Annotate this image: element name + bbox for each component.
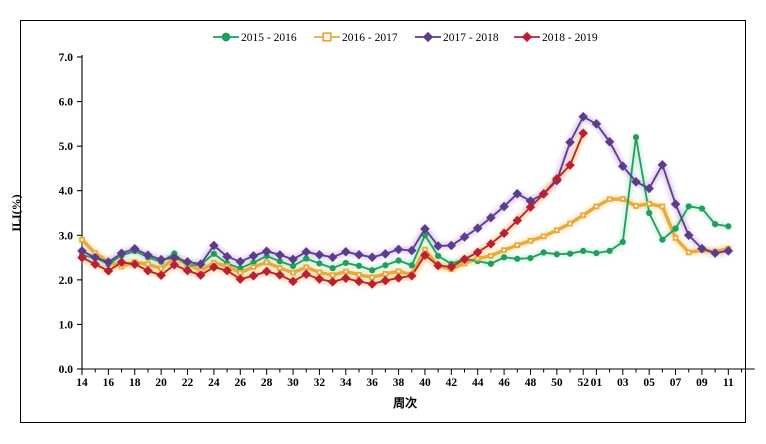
svg-text:2.0: 2.0	[59, 275, 74, 287]
svg-text:6.0: 6.0	[59, 97, 74, 109]
svg-text:18: 18	[129, 377, 141, 389]
svg-text:03: 03	[617, 377, 629, 389]
svg-text:24: 24	[208, 377, 220, 389]
svg-text:2016 - 2017: 2016 - 2017	[342, 32, 398, 44]
svg-text:34: 34	[340, 377, 352, 389]
svg-text:26: 26	[235, 377, 247, 389]
svg-text:46: 46	[498, 377, 510, 389]
svg-text:36: 36	[366, 377, 378, 389]
svg-text:20: 20	[155, 377, 167, 389]
svg-text:01: 01	[591, 377, 603, 389]
svg-text:0.0: 0.0	[59, 364, 74, 376]
svg-text:7.0: 7.0	[59, 52, 74, 64]
svg-text:4.0: 4.0	[59, 186, 74, 198]
svg-text:38: 38	[393, 377, 405, 389]
svg-text:42: 42	[446, 377, 458, 389]
svg-text:2018 - 2019: 2018 - 2019	[542, 32, 598, 44]
svg-text:ILI(%): ILI(%)	[9, 194, 23, 231]
svg-text:3.0: 3.0	[59, 230, 74, 242]
svg-text:11: 11	[723, 377, 734, 389]
svg-text:44: 44	[472, 377, 484, 389]
svg-text:05: 05	[643, 377, 655, 389]
svg-text:周次: 周次	[393, 395, 417, 410]
svg-text:28: 28	[261, 377, 273, 389]
svg-text:30: 30	[287, 377, 299, 389]
svg-text:07: 07	[670, 377, 682, 389]
svg-text:16: 16	[103, 377, 115, 389]
svg-text:52: 52	[577, 377, 589, 389]
svg-text:50: 50	[551, 377, 563, 389]
svg-text:40: 40	[419, 377, 431, 389]
svg-text:14: 14	[76, 377, 88, 389]
svg-text:09: 09	[696, 377, 708, 389]
svg-text:2017 - 2018: 2017 - 2018	[443, 32, 499, 44]
svg-text:48: 48	[525, 377, 537, 389]
svg-text:5.0: 5.0	[59, 141, 74, 153]
svg-text:2015 - 2016: 2015 - 2016	[241, 32, 297, 44]
svg-text:22: 22	[182, 377, 194, 389]
svg-text:32: 32	[314, 377, 326, 389]
svg-text:1.0: 1.0	[59, 319, 74, 331]
